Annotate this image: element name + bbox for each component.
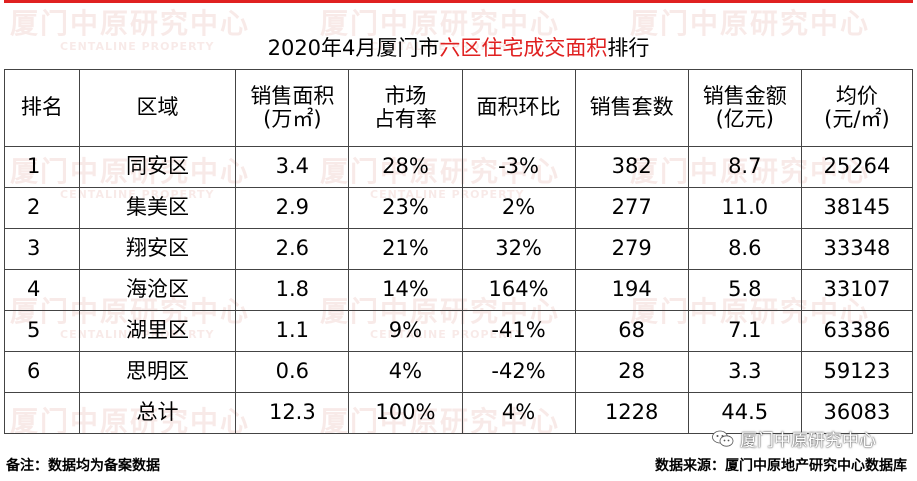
cell-district: 同安区	[78, 146, 237, 188]
cell-district: 总计	[78, 392, 237, 434]
top-accent-line	[4, 0, 913, 3]
cell-units-sold: 28	[574, 351, 689, 393]
footer-note: 备注：数据均为备案数据	[6, 458, 160, 474]
header-sales-area: 销售面积 (万㎡)	[235, 69, 350, 147]
table-row: 5 湖里区 1.1 9% -41% 68 7.1 63386	[4, 310, 914, 352]
table-row: 3 翔安区 2.6 21% 32% 279 8.6 33348	[4, 228, 914, 270]
cell-avg-price: 38145	[800, 187, 914, 229]
cell-units-sold: 68	[574, 310, 689, 352]
cell-rank: 6	[4, 351, 80, 393]
cell-area-mom: 2%	[461, 187, 576, 229]
cell-rank: 3	[4, 228, 80, 270]
header-sales-amount: 销售金额 (亿元)	[687, 69, 802, 147]
cell-district: 海沧区	[78, 269, 237, 311]
title-accent: 六区住宅成交面积	[439, 36, 608, 60]
cell-sales-amount: 7.1	[687, 310, 802, 352]
cell-sales-area: 3.4	[235, 146, 350, 188]
cell-avg-price: 63386	[800, 310, 914, 352]
cell-district: 翔安区	[78, 228, 237, 270]
cell-units-sold: 277	[574, 187, 689, 229]
wechat-icon	[712, 430, 734, 448]
title-suffix: 排行	[607, 36, 650, 60]
cell-sales-area: 2.6	[235, 228, 350, 270]
ranking-table: 排名 区域 销售面积 (万㎡) 市场 占有率 面积环比 销售套数 销售金额 (亿元) …	[4, 69, 914, 434]
cell-sales-area: 1.1	[235, 310, 350, 352]
cell-sales-area: 2.9	[235, 187, 350, 229]
cell-market-share: 100%	[348, 392, 463, 434]
cell-rank: 4	[4, 269, 80, 311]
cell-area-mom: 4%	[461, 392, 576, 434]
cell-units-sold: 279	[574, 228, 689, 270]
cell-sales-amount: 8.6	[687, 228, 802, 270]
cell-sales-amount: 8.7	[687, 146, 802, 188]
title-prefix: 2020年4月厦门市	[267, 36, 440, 60]
cell-units-sold: 194	[574, 269, 689, 311]
cell-rank: 1	[4, 146, 80, 188]
cell-avg-price: 25264	[800, 146, 914, 188]
cell-market-share: 4%	[348, 351, 463, 393]
table-title: 2020年4月厦门市 六区住宅成交面积 排行	[4, 25, 913, 69]
cell-rank: 2	[4, 187, 80, 229]
cell-district: 集美区	[78, 187, 237, 229]
wechat-account-name: 厦门中原研究中心	[740, 431, 876, 451]
cell-sales-area: 1.8	[235, 269, 350, 311]
cell-sales-area: 12.3	[235, 392, 350, 434]
cell-market-share: 14%	[348, 269, 463, 311]
cell-rank: 5	[4, 310, 80, 352]
cell-rank	[4, 392, 80, 434]
cell-area-mom: -41%	[461, 310, 576, 352]
cell-sales-amount: 3.3	[687, 351, 802, 393]
cell-area-mom: -3%	[461, 146, 576, 188]
table-total-row: 总计 12.3 100% 4% 1228 44.5 36083	[4, 392, 914, 434]
table-row: 1 同安区 3.4 28% -3% 382 8.7 25264	[4, 146, 914, 188]
header-avg-price: 均价 (元/㎡)	[800, 69, 914, 147]
cell-sales-amount: 11.0	[687, 187, 802, 229]
cell-sales-amount: 44.5	[687, 392, 802, 434]
cell-market-share: 23%	[348, 187, 463, 229]
cell-avg-price: 33107	[800, 269, 914, 311]
cell-market-share: 28%	[348, 146, 463, 188]
cell-avg-price: 59123	[800, 351, 914, 393]
footer-source: 数据来源：厦门中原地产研究中心数据库	[655, 458, 907, 474]
header-area-mom: 面积环比	[461, 69, 576, 147]
header-units-sold: 销售套数	[574, 69, 689, 147]
header-district: 区域	[78, 69, 237, 147]
wechat-account-brand: 厦门中原研究中心	[712, 426, 876, 451]
cell-area-mom: 32%	[461, 228, 576, 270]
table-row: 6 思明区 0.6 4% -42% 28 3.3 59123	[4, 351, 914, 393]
cell-avg-price: 33348	[800, 228, 914, 270]
cell-sales-area: 0.6	[235, 351, 350, 393]
cell-district: 思明区	[78, 351, 237, 393]
cell-market-share: 21%	[348, 228, 463, 270]
header-rank: 排名	[4, 69, 80, 147]
cell-avg-price: 36083	[800, 392, 914, 434]
table-row: 4 海沧区 1.8 14% 164% 194 5.8 33107	[4, 269, 914, 311]
header-market-share: 市场 占有率	[348, 69, 463, 147]
cell-sales-amount: 5.8	[687, 269, 802, 311]
table-row: 2 集美区 2.9 23% 2% 277 11.0 38145	[4, 187, 914, 229]
cell-units-sold: 1228	[574, 392, 689, 434]
cell-area-mom: 164%	[461, 269, 576, 311]
table-header-row: 排名 区域 销售面积 (万㎡) 市场 占有率 面积环比 销售套数 销售金额 (亿元) …	[4, 69, 914, 147]
cell-district: 湖里区	[78, 310, 237, 352]
cell-market-share: 9%	[348, 310, 463, 352]
cell-area-mom: -42%	[461, 351, 576, 393]
cell-units-sold: 382	[574, 146, 689, 188]
